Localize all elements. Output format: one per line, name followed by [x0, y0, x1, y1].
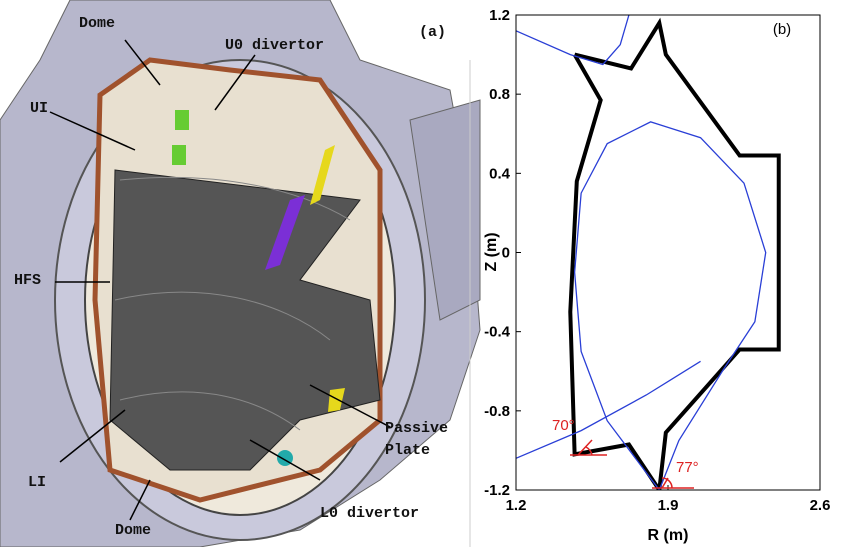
- panel-label: (b): [773, 21, 791, 38]
- chart: (b) R (m) Z (m) 1.2 1.9 2.6 1.2 0.8 0.4 0 -0.4 -…: [482, 0, 844, 547]
- annotation: 77°: [676, 459, 699, 476]
- y-tick-label: 0.4: [489, 165, 511, 182]
- annotation: Dome: [79, 15, 115, 32]
- y-axis-label: Z (m): [483, 232, 500, 271]
- y-tick-label: -0.8: [484, 403, 510, 420]
- y-tick-label: 1.2: [489, 7, 510, 24]
- panel-label: (a): [419, 24, 446, 41]
- y-tick-label: 0: [502, 245, 510, 262]
- y-tick-label: -1.2: [484, 482, 510, 499]
- x-axis-label: R (m): [648, 527, 689, 544]
- x-tick-label: 2.6: [810, 497, 831, 514]
- x-tick-label: 1.9: [658, 497, 679, 514]
- cad-render: [0, 0, 482, 547]
- y-tick-label: -0.4: [484, 324, 511, 341]
- y-tick-label: 0.8: [489, 86, 510, 103]
- annotation: Dome: [115, 522, 151, 539]
- annotation: HFS: [14, 272, 41, 289]
- annotation: UI: [30, 100, 48, 117]
- series-line: [575, 122, 766, 490]
- annotation: 70°: [552, 417, 575, 434]
- x-tick-label: 1.2: [506, 497, 527, 514]
- annotation: LI: [28, 474, 46, 491]
- series-line: [516, 361, 701, 458]
- series-line: [516, 15, 629, 64]
- annotation: Passive Plate: [385, 418, 465, 462]
- figure: (a) Dome U0 divertor UI HFS LI Dome L0 d…: [0, 0, 844, 547]
- annotation: L0 divertor: [320, 505, 419, 522]
- annotation: U0 divertor: [225, 37, 324, 54]
